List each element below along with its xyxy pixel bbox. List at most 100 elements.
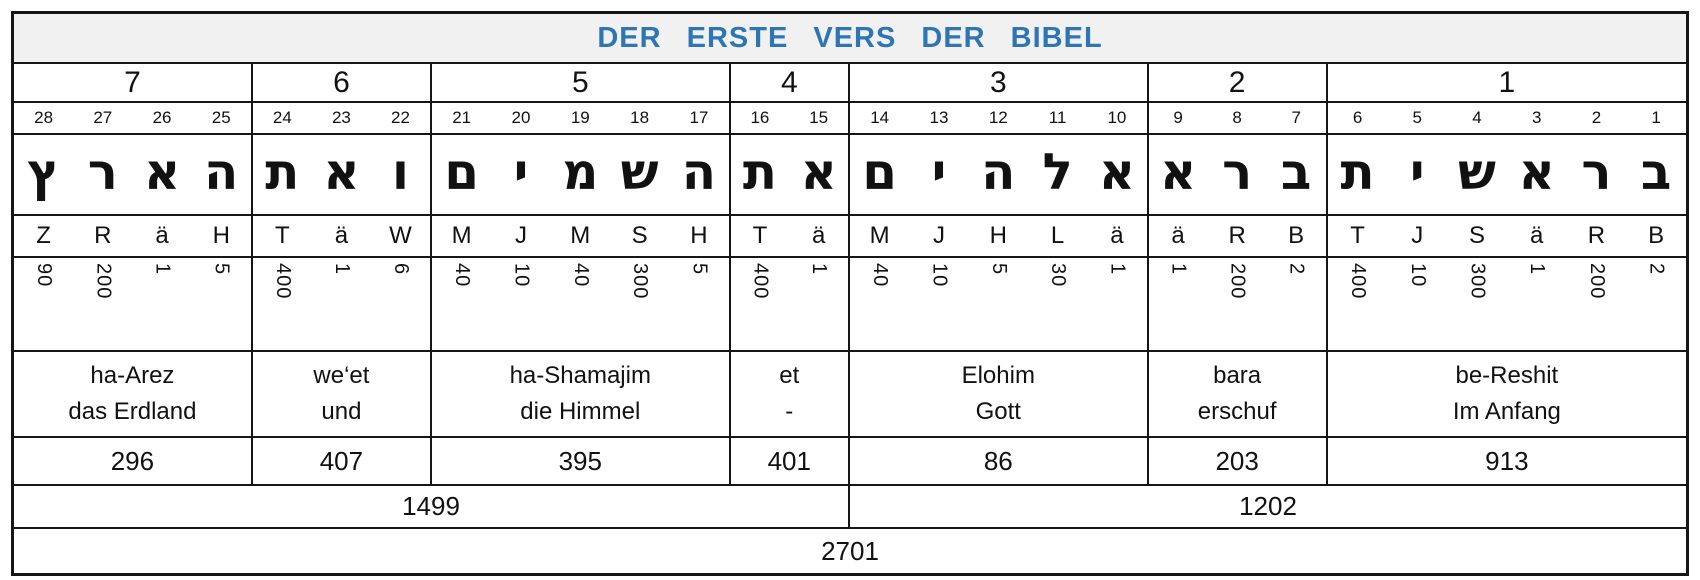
- letter-value: 10: [928, 263, 951, 288]
- letter-position: 1: [1651, 108, 1661, 127]
- word-sum: 296: [14, 438, 253, 484]
- hebrew-letter: ב: [1640, 142, 1672, 201]
- hebrew-letter: ר: [1581, 142, 1612, 201]
- letter-position: 19: [570, 108, 590, 127]
- letter-position: 4: [1472, 108, 1482, 127]
- hebrew-letter: ר: [1222, 142, 1253, 201]
- letter-position: 11: [1048, 108, 1067, 127]
- letter-value: 300: [629, 263, 652, 300]
- translit-letter: R: [1587, 222, 1606, 249]
- word-sum: 203: [1149, 438, 1328, 484]
- hebrew-letter: ב: [1280, 142, 1312, 201]
- letter-value: 400: [749, 263, 772, 300]
- letter-value: 1: [1526, 263, 1549, 276]
- word-number: 7: [14, 64, 253, 101]
- translit-letter: J: [932, 222, 945, 249]
- hebrew-letter: ת: [742, 142, 777, 201]
- word-number-row: 7 6 5 4 3 2 1: [14, 64, 1686, 103]
- hebrew-letter: ה: [981, 142, 1016, 201]
- letter-position: 22: [391, 108, 410, 127]
- letter-value: 200: [1585, 263, 1608, 300]
- word-transcription: be-Reshit: [1455, 362, 1559, 390]
- translit-letter: B: [1648, 222, 1665, 249]
- letter-value: 5: [688, 263, 711, 276]
- hebrew-letter: מ: [562, 142, 599, 201]
- letter-position: 25: [211, 108, 231, 127]
- translit-letter: ä: [811, 222, 826, 249]
- word-german: -: [785, 397, 794, 425]
- hebrew-letter: ם: [444, 142, 480, 201]
- word-number: 2: [1149, 64, 1328, 101]
- letter-position: 17: [689, 108, 709, 127]
- hebrew-letter: ה: [204, 142, 239, 201]
- letter-value: 2: [1285, 263, 1308, 276]
- letter-position: 8: [1232, 108, 1242, 127]
- hebrew-letter: א: [1098, 142, 1136, 201]
- translit-letter: J: [1411, 222, 1424, 249]
- letter-position: 2: [1591, 108, 1602, 127]
- letter-value: 90: [33, 263, 56, 288]
- letter-value: 1: [1106, 263, 1129, 276]
- translit-letter: S: [631, 222, 648, 249]
- hebrew-letter: ם: [862, 142, 898, 201]
- word-sum: 407: [253, 438, 432, 484]
- translit-letter: H: [212, 222, 230, 249]
- translit-letter: ä: [1110, 222, 1124, 249]
- hebrew-letter: א: [1518, 142, 1555, 201]
- gematria-table: DER ERSTE VERS DER BIBEL 7 6 5 4 3 2 1 2…: [11, 11, 1689, 576]
- word-sum: 395: [432, 438, 731, 484]
- word-number: 3: [850, 64, 1149, 101]
- letter-position: 3: [1531, 108, 1542, 127]
- letter-position: 10: [1107, 108, 1127, 127]
- letter-value: 200: [1226, 263, 1249, 300]
- letter-position: 23: [331, 108, 351, 127]
- translit-letter: W: [389, 222, 412, 249]
- letter-position: 26: [152, 108, 172, 127]
- letter-position: 15: [809, 108, 829, 127]
- letter-value: 1: [1167, 263, 1190, 276]
- letter-position: 7: [1291, 108, 1301, 127]
- hebrew-letter: א: [143, 142, 181, 201]
- word-german: und: [321, 397, 362, 425]
- letter-position: 12: [988, 108, 1008, 127]
- translit-letter: M: [869, 222, 890, 249]
- word-german: Im Anfang: [1452, 397, 1561, 425]
- letter-position: 14: [870, 108, 890, 127]
- hebrew-letter: י: [931, 142, 947, 201]
- translit-letter: ä: [155, 222, 169, 249]
- letter-value-row: 90 200 1 5 400 1 6 40 10 40 300 5 400 1 …: [14, 258, 1686, 352]
- word-sum-row: 296 407 395 401 86 203 913: [14, 438, 1686, 486]
- letter-value: 300: [1466, 263, 1489, 300]
- word-transcription: et: [779, 362, 800, 390]
- letter-position: 27: [93, 108, 113, 127]
- letter-value: 30: [1047, 263, 1070, 288]
- letter-value: 10: [1406, 263, 1429, 288]
- word-german: das Erdland: [68, 397, 197, 425]
- partial-sum-right: 1202: [1239, 491, 1297, 521]
- translation-row: ha-Arez das Erdland we‘et und ha-Shamaji…: [14, 352, 1686, 438]
- translit-letter: J: [514, 222, 527, 249]
- hebrew-letter-row: ץ ר א ה ת א ו ם י מ ש ה ת א ם י ה ל א: [14, 135, 1686, 216]
- word-number: 4: [731, 64, 850, 101]
- word-transcription: ha-Arez: [90, 362, 175, 390]
- hebrew-letter: ו: [391, 142, 410, 201]
- word-sum: 913: [1485, 445, 1529, 476]
- letter-value: 200: [92, 263, 115, 300]
- letter-value: 40: [869, 263, 892, 288]
- translit-letter: ä: [1171, 222, 1185, 249]
- word-german: Gott: [975, 397, 1021, 425]
- word-sum: 86: [850, 438, 1149, 484]
- total-sum-row: 2701: [14, 529, 1686, 573]
- hebrew-letter: ל: [1042, 142, 1073, 201]
- letter-position: 16: [750, 108, 770, 127]
- translit-letter: T: [275, 222, 290, 249]
- word-number: 5: [432, 64, 731, 101]
- hebrew-letter: ת: [1340, 142, 1375, 201]
- total-sum: 2701: [821, 535, 879, 566]
- translit-letter: M: [451, 222, 472, 249]
- hebrew-letter: י: [513, 142, 529, 201]
- hebrew-letter: ת: [265, 142, 300, 201]
- translit-letter: T: [752, 222, 768, 249]
- word-sum: 401: [731, 438, 850, 484]
- translit-letter: ä: [1530, 222, 1544, 249]
